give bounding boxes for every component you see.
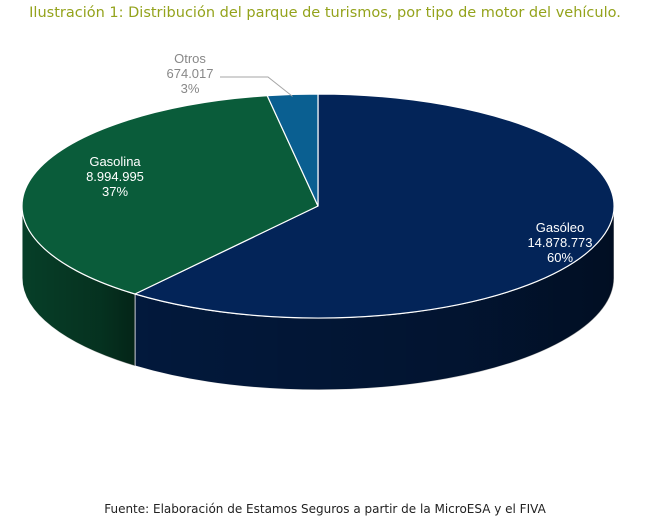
data-label-gasleo-percent: 60% xyxy=(547,250,573,265)
pie-slice-gasleo xyxy=(134,93,615,319)
data-label-gasolina-name: Gasolina xyxy=(89,154,141,169)
chart-title: Ilustración 1: Distribución del parque d… xyxy=(29,5,621,21)
data-label-gasolina-percent: 37% xyxy=(102,184,128,199)
source-note: Fuente: Elaboración de Estamos Seguros a… xyxy=(104,502,546,516)
pie-side-shading xyxy=(22,206,135,367)
pie-side-shading xyxy=(134,206,614,390)
leader-line-otros xyxy=(220,76,293,97)
data-label-gasleo-name: Gasóleo xyxy=(536,220,584,235)
data-label-otros-value: 674.017 xyxy=(167,66,214,81)
data-label-gasolina-value: 8.994.995 xyxy=(86,169,144,184)
data-label-otros-percent: 3% xyxy=(181,81,200,96)
data-label-gasleo-value: 14.878.773 xyxy=(527,235,592,250)
pie-slice-gasolina xyxy=(21,95,319,295)
pie-slice-otros xyxy=(266,93,319,207)
data-label-otros-name: Otros xyxy=(174,51,206,66)
